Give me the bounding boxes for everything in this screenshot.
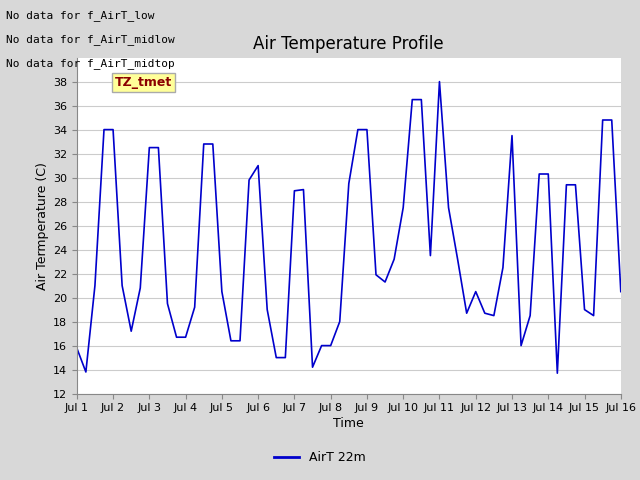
Text: No data for f_AirT_midtop: No data for f_AirT_midtop bbox=[6, 58, 175, 69]
Legend: AirT 22m: AirT 22m bbox=[269, 446, 371, 469]
Text: No data for f_AirT_low: No data for f_AirT_low bbox=[6, 10, 155, 21]
Text: TZ_tmet: TZ_tmet bbox=[115, 76, 172, 89]
Y-axis label: Air Termperature (C): Air Termperature (C) bbox=[36, 162, 49, 289]
Text: No data for f_AirT_midlow: No data for f_AirT_midlow bbox=[6, 34, 175, 45]
X-axis label: Time: Time bbox=[333, 418, 364, 431]
Title: Air Temperature Profile: Air Temperature Profile bbox=[253, 35, 444, 53]
